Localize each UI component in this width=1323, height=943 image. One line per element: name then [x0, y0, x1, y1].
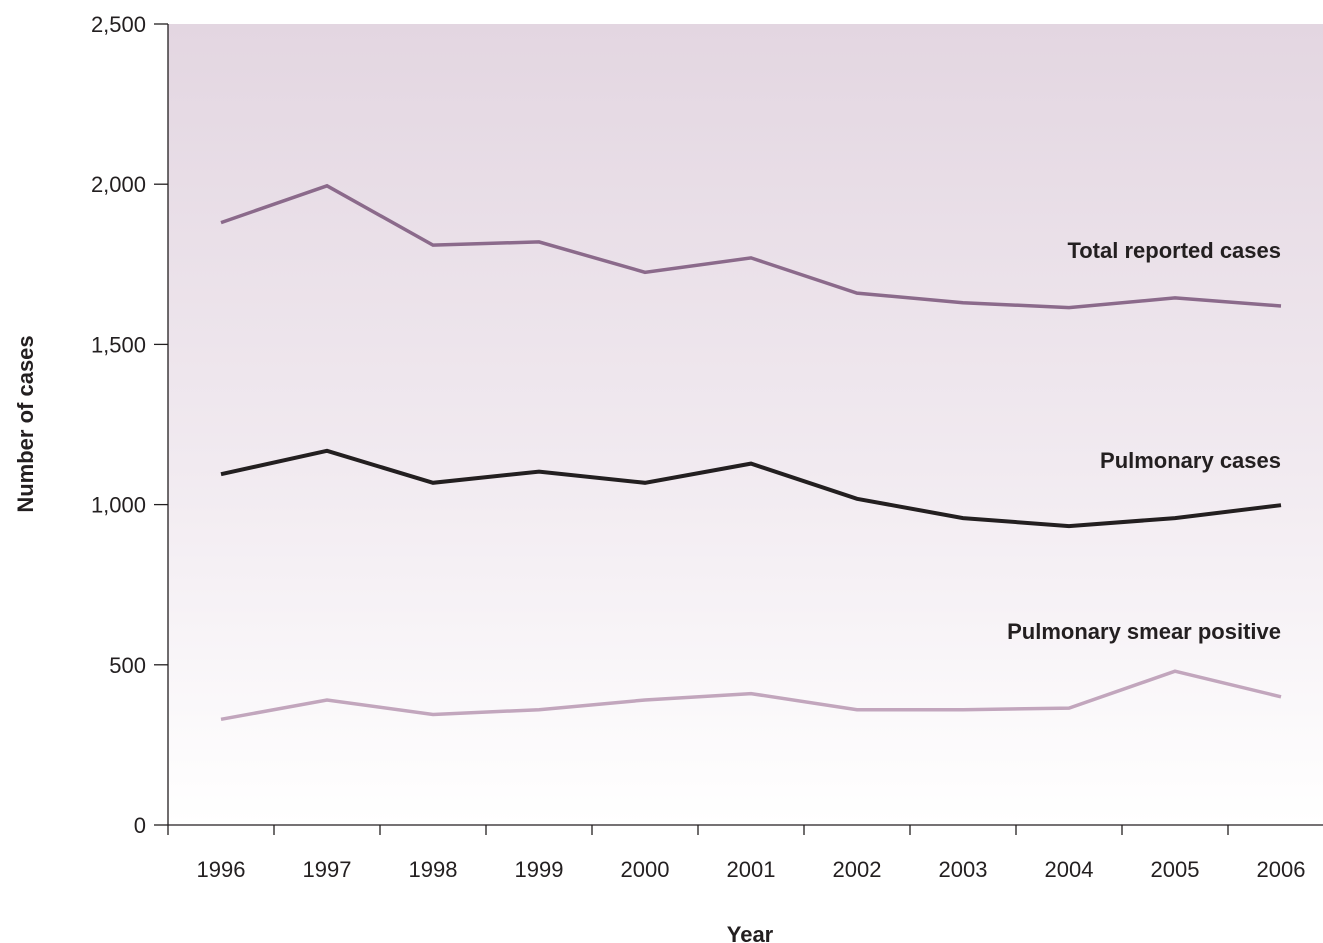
series-labels: Total reported cases Pulmonary cases Pulmo… [1007, 238, 1281, 644]
x-tick-label: 2005 [1151, 857, 1200, 882]
x-tick-label: 1996 [197, 857, 246, 882]
x-tick-label: 2006 [1257, 857, 1306, 882]
y-tick-label: 2,500 [91, 12, 146, 37]
plot-background [168, 24, 1323, 825]
x-tick-label: 2001 [727, 857, 776, 882]
y-tick-label: 2,000 [91, 172, 146, 197]
x-tick-label: 1999 [515, 857, 564, 882]
x-tick-label: 2000 [621, 857, 670, 882]
series-group [220, 183, 1282, 722]
axes: 0 500 1,000 1,500 2,000 2,500 1996 1997 1998 1999… [91, 12, 1323, 882]
x-tick-label: 2002 [833, 857, 882, 882]
series-label-2: Pulmonary smear positive [1007, 619, 1281, 644]
series-label-1: Pulmonary cases [1100, 448, 1281, 473]
y-tick-label: 1,500 [91, 332, 146, 357]
x-tick-label: 2004 [1045, 857, 1094, 882]
x-axis-title: Year [727, 922, 774, 943]
y-tick-label: 500 [109, 653, 146, 678]
y-tick-label: 1,000 [91, 493, 146, 518]
y-axis-title: Number of cases [13, 335, 38, 512]
x-tick-label: 2003 [939, 857, 988, 882]
series-label-0: Total reported cases [1067, 238, 1281, 263]
y-tick-label: 0 [134, 813, 146, 838]
x-tick-label: 1997 [303, 857, 352, 882]
x-tick-label: 1998 [409, 857, 458, 882]
